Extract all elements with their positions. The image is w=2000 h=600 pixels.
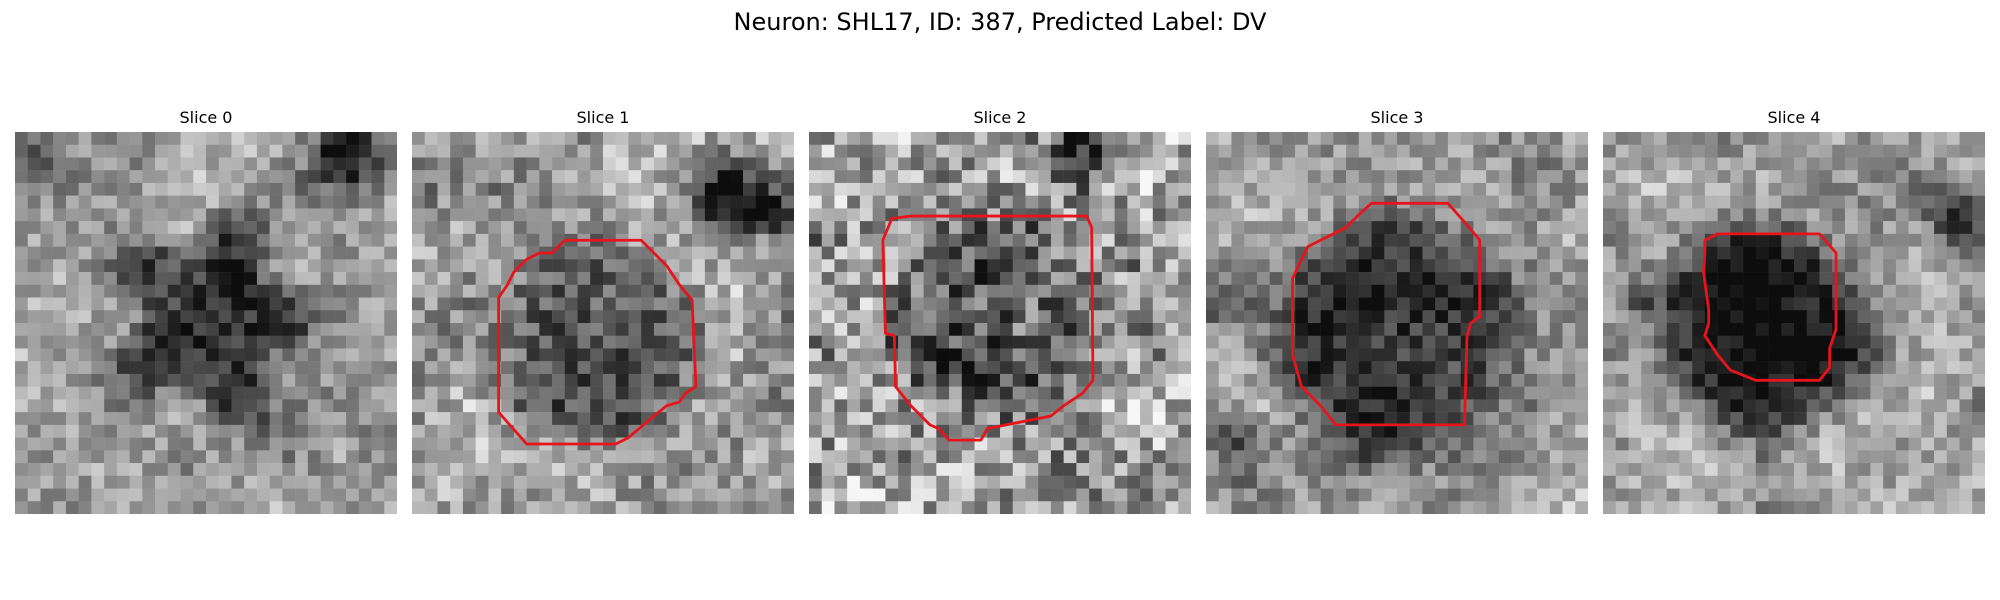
slice-title-3: Slice 3: [1370, 108, 1424, 127]
slice-title-1: Slice 1: [576, 108, 630, 127]
figure-title: Neuron: SHL17, ID: 387, Predicted Label:…: [733, 8, 1267, 36]
slice-image-2: [809, 132, 1191, 514]
slice-image-3: [1206, 132, 1588, 514]
slice-title-0: Slice 0: [179, 108, 233, 127]
slice-image-0: [15, 132, 397, 514]
cell-contour: [1291, 201, 1482, 427]
cell-contour: [881, 214, 1095, 442]
slice-title-2: Slice 2: [973, 108, 1027, 127]
slice-panel-2: Slice 2: [809, 108, 1191, 514]
slice-panel-1: Slice 1: [412, 108, 794, 514]
cell-contour: [1702, 232, 1838, 382]
slice-title-4: Slice 4: [1767, 108, 1821, 127]
slice-panel-3: Slice 3: [1206, 108, 1588, 514]
cell-contour: [497, 238, 698, 446]
slice-image-4: [1603, 132, 1985, 514]
slice-panel-4: Slice 4: [1603, 108, 1985, 514]
slice-image-1: [412, 132, 794, 514]
slice-panel-0: Slice 0: [15, 108, 397, 514]
